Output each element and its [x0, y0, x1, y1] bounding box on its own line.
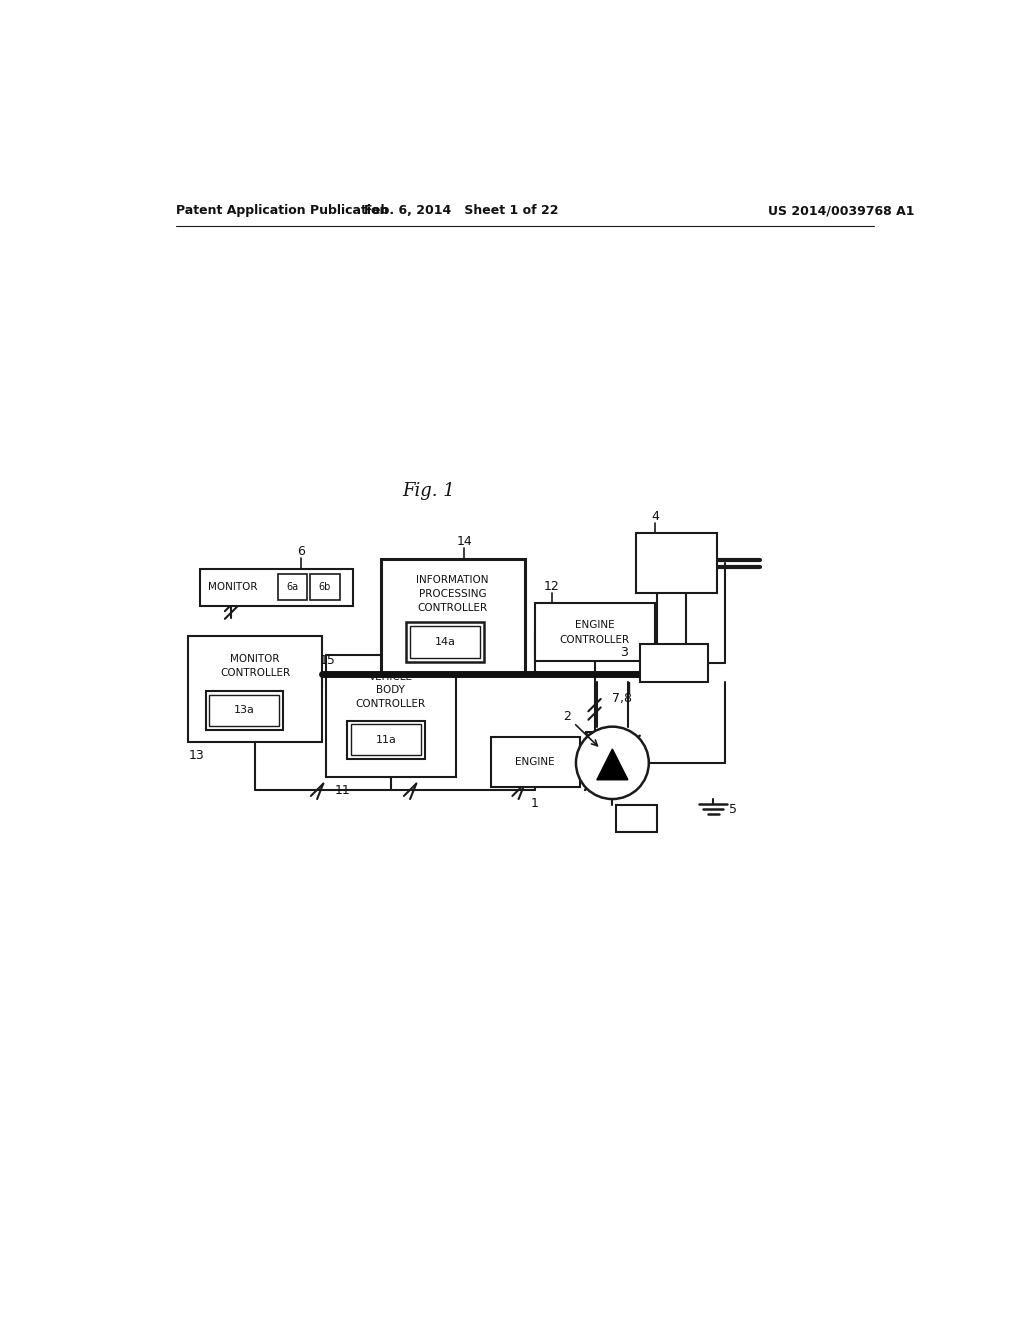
Text: 6: 6	[297, 545, 305, 558]
Text: 6b: 6b	[318, 582, 331, 593]
Text: ENGINE: ENGINE	[515, 758, 555, 767]
Bar	[381, 558, 524, 673]
Bar	[209, 696, 280, 726]
Text: 14a: 14a	[434, 638, 456, 647]
Bar	[636, 533, 717, 594]
Bar	[206, 692, 283, 730]
Bar	[616, 805, 656, 832]
Text: 7,8: 7,8	[612, 693, 633, 705]
Text: 2: 2	[563, 710, 571, 723]
Bar	[347, 721, 425, 759]
Bar	[188, 636, 322, 742]
Text: CONTROLLER: CONTROLLER	[355, 700, 426, 709]
Text: 11a: 11a	[376, 735, 396, 744]
Text: VEHICLE: VEHICLE	[369, 672, 413, 681]
Bar	[278, 574, 307, 601]
Text: 6a: 6a	[287, 582, 298, 593]
Text: CONTROLLER: CONTROLLER	[418, 603, 487, 612]
Text: 15: 15	[321, 653, 336, 667]
Text: 11: 11	[335, 784, 350, 797]
Text: 4: 4	[651, 510, 658, 523]
Bar	[407, 622, 483, 663]
Text: INFORMATION: INFORMATION	[417, 576, 489, 585]
Text: PROCESSING: PROCESSING	[419, 589, 486, 599]
Text: 13: 13	[188, 750, 204, 763]
Bar	[326, 655, 456, 776]
Text: CONTROLLER: CONTROLLER	[220, 668, 290, 677]
Text: 5: 5	[728, 804, 736, 816]
Text: MONITOR: MONITOR	[208, 582, 257, 593]
Bar	[535, 603, 655, 661]
Text: US 2014/0039768 A1: US 2014/0039768 A1	[768, 205, 914, 218]
Bar	[490, 738, 580, 788]
Text: 3: 3	[621, 647, 628, 659]
Text: Fig. 1: Fig. 1	[402, 482, 455, 500]
Text: 13a: 13a	[233, 705, 255, 715]
Bar	[200, 569, 352, 606]
Polygon shape	[597, 748, 628, 780]
Text: Patent Application Publication: Patent Application Publication	[176, 205, 388, 218]
Bar	[640, 644, 708, 682]
Text: CONTROLLER: CONTROLLER	[559, 635, 630, 644]
Circle shape	[575, 726, 649, 799]
Text: MONITOR: MONITOR	[230, 653, 280, 664]
Bar	[310, 574, 340, 601]
Text: 1: 1	[530, 797, 539, 810]
Text: ENGINE: ENGINE	[574, 620, 614, 630]
Text: 14: 14	[457, 536, 472, 548]
Text: BODY: BODY	[376, 685, 406, 696]
Bar	[351, 725, 421, 755]
Bar	[410, 626, 480, 659]
Text: 12: 12	[544, 579, 560, 593]
Text: Feb. 6, 2014   Sheet 1 of 22: Feb. 6, 2014 Sheet 1 of 22	[364, 205, 558, 218]
